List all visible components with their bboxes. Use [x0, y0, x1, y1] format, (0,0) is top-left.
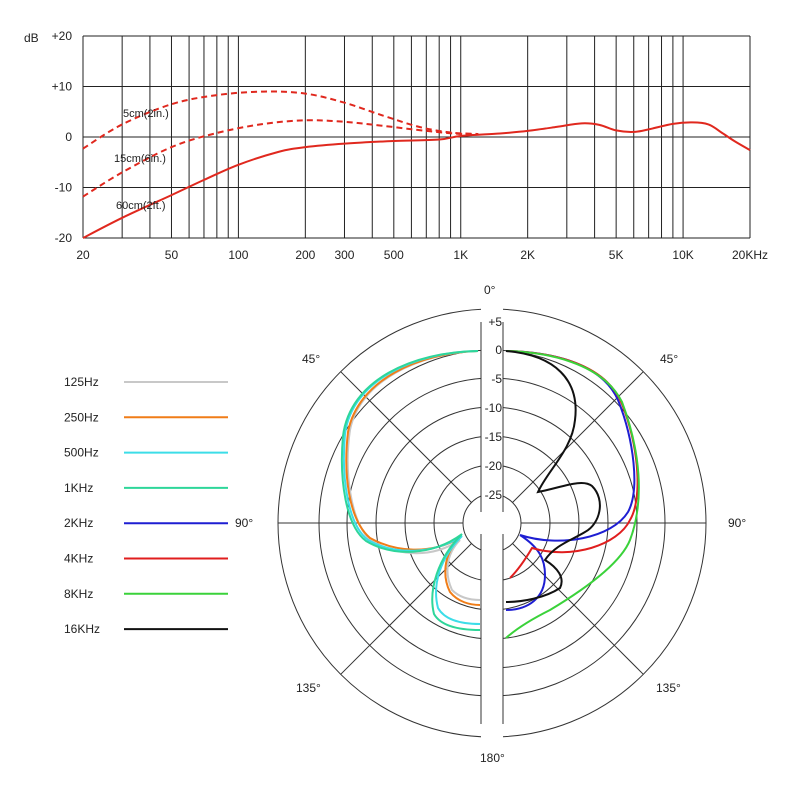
x-tick-label: 20	[76, 248, 90, 262]
legend-item: 500Hz	[64, 446, 228, 460]
frequency-response-chart: dB +20 +10 0 -10 -20 20 50 100 200 300 500 1K 2K 5K 1…	[24, 29, 768, 262]
polar-curve-16khz	[505, 350, 601, 603]
legend-item: 8KHz	[64, 587, 228, 601]
polar-radial-label: -5	[491, 372, 502, 386]
legend-label: 4KHz	[64, 552, 93, 566]
polar-radial-label: -25	[485, 488, 503, 502]
angle-label-0: 0°	[484, 283, 496, 297]
response-curve-60cm	[82, 121, 751, 239]
legend-item: 1KHz	[64, 481, 228, 495]
polar-radial-label: -20	[485, 459, 503, 473]
y-tick-label: -20	[55, 231, 73, 245]
response-curve-5cm	[82, 90, 479, 150]
polar-radial-label: 0	[495, 343, 502, 357]
polar-diagonal-135-right	[512, 543, 644, 675]
y-tick-labels: +20 +10 0 -10 -20	[52, 29, 73, 245]
polar-radial-label: +5	[488, 315, 502, 329]
legend-label: 8KHz	[64, 587, 93, 601]
y-axis-unit: dB	[24, 31, 39, 45]
response-curve-15cm	[82, 119, 479, 198]
legend-item: 2KHz	[64, 516, 228, 530]
polar-curve-4khz	[505, 350, 639, 579]
response-curves	[82, 90, 751, 239]
legend-label: 2KHz	[64, 516, 93, 530]
x-tick-labels: 20 50 100 200 300 500 1K 2K 5K 10K 20KHz	[76, 248, 768, 262]
polar-curve-8khz	[505, 350, 640, 639]
angle-label-135-left: 135°	[296, 681, 321, 695]
x-tick-label: 500	[384, 248, 404, 262]
x-tick-label: 20KHz	[732, 248, 768, 262]
legend-item: 4KHz	[64, 552, 228, 566]
polar-curve-1khz	[340, 350, 481, 631]
x-tick-label: 200	[295, 248, 315, 262]
x-tick-label: 5K	[609, 248, 624, 262]
angle-label-90-left: 90°	[235, 516, 253, 530]
x-tick-label: 1K	[453, 248, 468, 262]
legend-label: 250Hz	[64, 410, 99, 424]
polar-diagonal-45-right	[512, 371, 644, 503]
angle-label-180: 180°	[480, 751, 505, 765]
polar-legend: 125Hz 250Hz 500Hz 1KHz 2KHz 4KHz 8KHz 16KHz	[64, 375, 228, 636]
polar-curve-250hz	[345, 350, 481, 606]
legend-label: 500Hz	[64, 446, 99, 460]
y-tick-label: +20	[52, 29, 73, 43]
curve-label-15cm: 15cm(6in.)	[114, 153, 166, 165]
polar-pattern-chart: +5 0 -5 -10 -15 -20 -25 0° 45° 45° 90° 90° 135…	[235, 283, 746, 765]
y-tick-label: 0	[65, 130, 72, 144]
legend-label: 1KHz	[64, 481, 93, 495]
polar-diagonal-135-left	[340, 543, 472, 675]
x-tick-label: 100	[228, 248, 248, 262]
frequency-grid	[82, 35, 751, 239]
curve-label-5cm: 5cm(2in.)	[123, 108, 169, 120]
curve-label-60cm: 60cm(2ft.)	[116, 200, 166, 212]
polar-curve-500hz	[342, 350, 481, 625]
polar-radial-labels: +5 0 -5 -10 -15 -20 -25	[485, 315, 503, 502]
angle-label-90-right: 90°	[728, 516, 746, 530]
x-tick-label: 2K	[520, 248, 535, 262]
legend-item: 250Hz	[64, 410, 228, 424]
legend-label: 125Hz	[64, 375, 99, 389]
x-tick-label: 10K	[672, 248, 693, 262]
legend-label: 16KHz	[64, 622, 100, 636]
polar-bottom-gap	[481, 534, 503, 740]
angle-label-45-left: 45°	[302, 352, 320, 366]
polar-radial-label: -10	[485, 401, 503, 415]
polar-radial-label: -15	[485, 430, 503, 444]
legend-item: 16KHz	[64, 622, 228, 636]
polar-diagonal-45-left	[340, 371, 472, 503]
y-tick-label: -10	[55, 181, 73, 195]
polar-grid	[277, 306, 707, 740]
x-tick-label: 50	[165, 248, 179, 262]
angle-label-45-right: 45°	[660, 352, 678, 366]
legend-item: 125Hz	[64, 375, 228, 389]
angle-label-135-right: 135°	[656, 681, 681, 695]
y-tick-label: +10	[52, 80, 73, 94]
polar-top-gap	[481, 306, 503, 512]
x-tick-label: 300	[334, 248, 354, 262]
